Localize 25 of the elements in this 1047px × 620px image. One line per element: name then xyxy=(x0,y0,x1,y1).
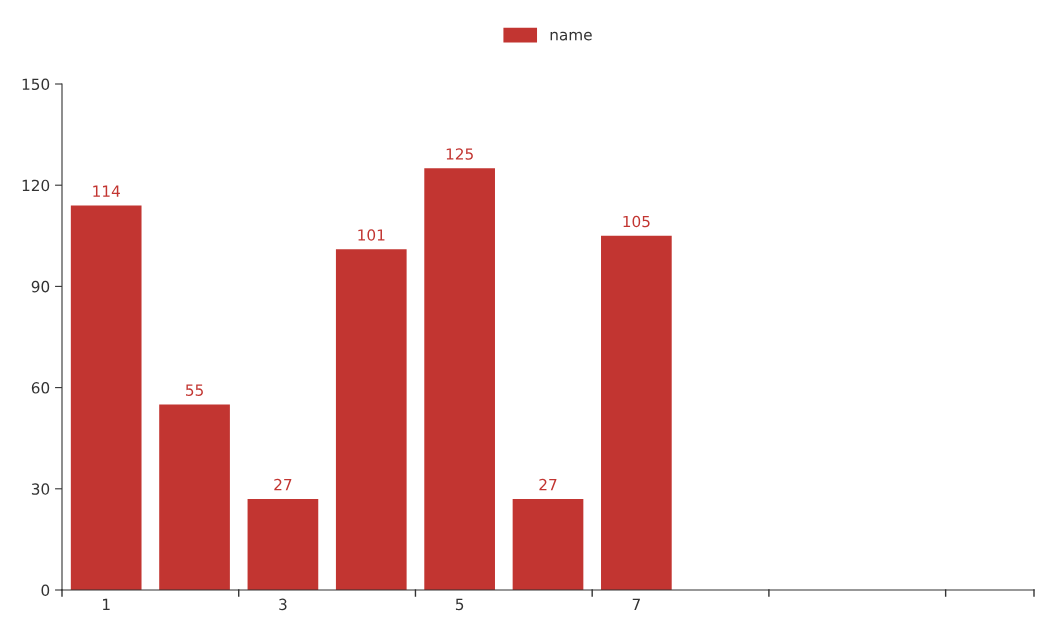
y-tick-label: 120 xyxy=(22,179,50,192)
legend-label: name xyxy=(550,31,592,41)
y-tick-label: 90 xyxy=(31,280,50,293)
x-tick-label: 5 xyxy=(455,598,464,611)
x-tick-label: 1 xyxy=(103,598,110,610)
x-tick-label: 7 xyxy=(632,598,640,610)
bar xyxy=(70,205,142,590)
y-tick-label: 0 xyxy=(41,584,50,597)
bar xyxy=(159,404,230,590)
y-tick-label: 30 xyxy=(31,483,50,495)
data-label: 114 xyxy=(93,185,120,197)
data-label: 101 xyxy=(358,229,385,241)
data-label: 27 xyxy=(274,478,292,491)
bar xyxy=(512,498,584,590)
bar xyxy=(424,168,495,590)
data-label: 55 xyxy=(186,384,203,396)
data-label: 27 xyxy=(539,478,557,491)
data-label: 105 xyxy=(623,215,650,228)
x-tick-label: 3 xyxy=(279,598,287,611)
bar xyxy=(601,235,672,590)
bar xyxy=(247,498,319,590)
bar xyxy=(335,249,407,590)
data-label: 125 xyxy=(446,148,473,160)
y-tick-label: 60 xyxy=(31,382,50,394)
y-tick-label: 150 xyxy=(22,78,50,91)
